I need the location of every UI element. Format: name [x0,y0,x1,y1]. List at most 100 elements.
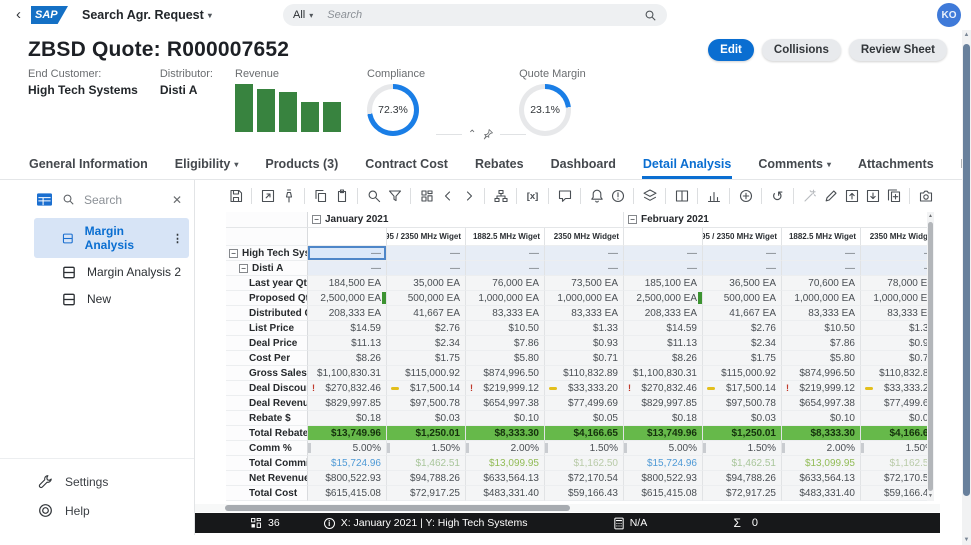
grid-cell[interactable]: 1.50% [387,441,466,456]
grid-cell[interactable]: $0.03 [387,411,466,426]
grid-cell[interactable]: $4,166.65 [861,426,934,441]
month-group-header[interactable]: − February 2021 [624,212,934,228]
grid-cell[interactable]: $2.34 [387,336,466,351]
sheet-item-margin-analysis[interactable]: Margin Analysis ⋮ [34,218,189,258]
grid-cell[interactable]: — [308,246,387,261]
grid-cell[interactable]: — [624,246,703,261]
edit-icon[interactable] [820,185,841,207]
search-scope-select[interactable]: All ▾ [293,9,313,21]
grid-cell[interactable]: $94,788.26 [387,471,466,486]
grid-cell[interactable]: — [387,246,466,261]
grid-cell[interactable]: $654,997.38 [466,396,545,411]
grid-cell[interactable]: $11.13 [308,336,387,351]
grid-cell[interactable]: 208,333 EA [624,306,703,321]
grid-cell[interactable]: $0.03 [703,411,782,426]
help-button[interactable]: Help [38,496,194,525]
add-icon[interactable] [735,185,756,207]
grid-cell[interactable]: 1.50% [703,441,782,456]
grid-cell[interactable]: $1,100,830.31 [624,366,703,381]
grid-cell[interactable]: $0.05 [545,411,624,426]
grid-cell[interactable]: $1,162.50 [545,456,624,471]
grid-cell[interactable]: $11.13 [624,336,703,351]
grid-cell[interactable]: $14.59 [624,321,703,336]
grid-cell[interactable]: 41,667 EA [387,306,466,321]
sheet-item-margin-analysis-2[interactable]: Margin Analysis 2 [34,259,189,285]
grid-cell[interactable]: $1.75 [703,351,782,366]
grid-cell[interactable]: $72,170.54 [861,471,934,486]
upload-icon[interactable] [841,185,862,207]
tab-products-3-[interactable]: Products (3) [264,157,339,179]
camera-icon[interactable] [915,185,936,207]
grid-cell[interactable]: $829,997.85 [308,396,387,411]
grid-cell[interactable]: $5.80 [466,351,545,366]
grid-cell[interactable]: 1,000,000 EA [782,291,861,306]
grid-cell[interactable]: $97,500.78 [387,396,466,411]
grid-cell[interactable]: $110,832.89 [861,366,934,381]
grid-cell[interactable]: $4,166.65 [545,426,624,441]
edit-button[interactable]: Edit [708,39,754,61]
grid-cell[interactable]: $874,996.50 [782,366,861,381]
grid-cell[interactable]: $874,996.50 [466,366,545,381]
product-column-header[interactable]: 2595 / 2350 MHz Wiget [387,228,466,246]
collapse-row-icon[interactable]: − [239,263,248,273]
tab-contract-cost[interactable]: Contract Cost [364,157,449,179]
tab-attachments[interactable]: Attachments [857,157,935,179]
grid-cell[interactable]: $615,415.08 [624,486,703,501]
grid-cell[interactable]: 500,000 EA [703,291,782,306]
search-icon[interactable] [644,9,657,22]
grid-cell[interactable]: 2.00% [782,441,861,456]
cells-icon[interactable] [416,185,437,207]
settings-button[interactable]: Settings [38,467,194,496]
grid-cell[interactable]: $0.05 [861,411,934,426]
grid-cell[interactable]: 70,600 EA [782,276,861,291]
grid-cell[interactable]: — [782,261,861,276]
grid-cell[interactable]: 1,000,000 EA [545,291,624,306]
filter-icon[interactable] [384,185,405,207]
grid-cell[interactable]: 208,333 EA [308,306,387,321]
grid-cell[interactable]: 2,500,000 EA [624,291,703,306]
page-scrollbar[interactable]: ▲ ▼ [962,30,971,545]
collisions-button[interactable]: Collisions [761,39,841,61]
grid-cell[interactable]: ! $270,832.46 [308,381,387,396]
grid-cell[interactable]: $2.34 [703,336,782,351]
grid-cell[interactable]: 83,333 EA [782,306,861,321]
grid-cell[interactable]: $5.80 [782,351,861,366]
grid-cell[interactable]: $0.18 [308,411,387,426]
grid-cell[interactable]: $0.93 [861,336,934,351]
grid-cell[interactable]: $654,997.38 [782,396,861,411]
product-column-header[interactable]: 1882.5 MHz Wiget [782,228,861,246]
product-column-header[interactable] [308,228,387,246]
chart-icon[interactable] [703,185,724,207]
review-sheet-button[interactable]: Review Sheet [848,39,947,61]
collapse-header-icon[interactable]: ⌃ [468,128,477,140]
search-input[interactable]: Search [327,9,363,21]
grid-cell[interactable]: $800,522.93 [308,471,387,486]
grid-cell[interactable]: $8.26 [308,351,387,366]
save-icon[interactable] [225,185,246,207]
grid-cell[interactable]: $17,500.14 [387,381,466,396]
grid-cell[interactable]: 5.00% [308,441,387,456]
grid-cell[interactable]: $97,500.78 [703,396,782,411]
grid-cell[interactable]: 5.00% [624,441,703,456]
grid-cell[interactable]: $800,522.93 [624,471,703,486]
scroll-up-icon[interactable]: ▲ [928,213,933,219]
tab-detail-analysis[interactable]: Detail Analysis [641,157,733,179]
product-column-header[interactable]: 2350 MHz Widget [861,228,934,246]
grid-cell[interactable]: $72,917.25 [703,486,782,501]
grid-cell[interactable]: $7.86 [782,336,861,351]
grid-cell[interactable]: $1,462.51 [703,456,782,471]
tab-general-information[interactable]: General Information [28,157,149,179]
grid-cell[interactable]: 83,333 EA [545,306,624,321]
grid-cell[interactable]: — [861,246,934,261]
grid-cell[interactable]: $615,415.08 [308,486,387,501]
grid-cell[interactable]: $1.33 [545,321,624,336]
grid-cell[interactable]: — [466,261,545,276]
next-icon[interactable] [458,185,479,207]
grid-cell[interactable]: $115,000.92 [387,366,466,381]
prev-icon[interactable] [437,185,458,207]
grid-cell[interactable]: 1.50% [861,441,934,456]
grid-cell[interactable]: 35,000 EA [387,276,466,291]
grid-cell[interactable]: 83,333 EA [861,306,934,321]
sidebar-search-input[interactable]: Search [84,192,123,207]
grid-cell[interactable]: $0.93 [545,336,624,351]
